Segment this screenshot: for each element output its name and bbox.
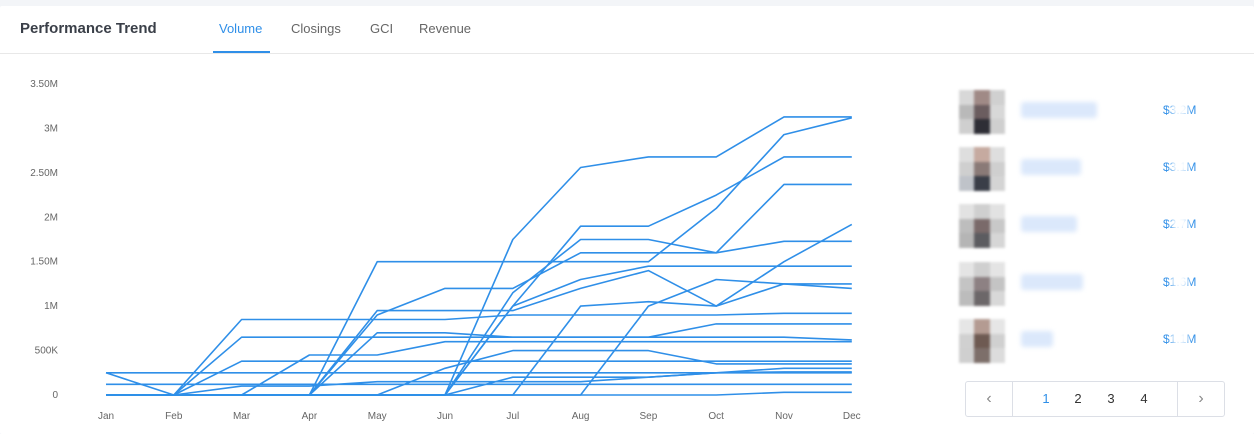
value-redaction — [1171, 101, 1189, 117]
agent-name-redacted — [1021, 159, 1081, 175]
x-tick-label: Apr — [302, 411, 318, 422]
series-line[interactable] — [106, 269, 852, 396]
x-tick-label: Sep — [640, 411, 658, 422]
prev-page-button[interactable]: ‹ — [966, 382, 1013, 416]
active-tab-indicator — [213, 51, 270, 53]
page-1-button[interactable]: 1 — [1042, 391, 1050, 406]
card-title: Performance Trend — [20, 20, 157, 37]
page-3-button[interactable]: 3 — [1107, 391, 1115, 406]
x-tick-label: Mar — [233, 411, 251, 422]
value-redaction — [1171, 215, 1189, 231]
series-line[interactable] — [105, 312, 852, 396]
avatar — [959, 262, 1005, 306]
y-tick-label: 1.50M — [30, 257, 58, 268]
tab-closings[interactable]: Closings — [291, 21, 341, 36]
x-tick-label: Oct — [708, 411, 724, 422]
avatar — [959, 147, 1005, 191]
y-tick-label: 2.50M — [30, 168, 58, 179]
x-tick-label: Nov — [775, 411, 793, 422]
y-tick-label: 3.50M — [30, 79, 58, 90]
series-line[interactable] — [106, 391, 852, 396]
agent-name-redacted — [1021, 102, 1097, 118]
page-2-button[interactable]: 2 — [1074, 391, 1082, 406]
series-line[interactable] — [106, 265, 852, 396]
agent-name-redacted — [1021, 274, 1083, 290]
pagination: ‹ 1 2 3 4 › — [965, 381, 1225, 417]
leaderboard-row[interactable]: $1.6M — [957, 262, 1217, 306]
page-4-button[interactable]: 4 — [1140, 391, 1148, 406]
tab-gci[interactable]: GCI — [370, 21, 394, 36]
leaderboard-row[interactable]: $2.7M — [957, 204, 1217, 248]
series-line[interactable] — [106, 116, 852, 396]
value-redaction — [1171, 330, 1189, 346]
agent-name-redacted — [1021, 331, 1053, 347]
chevron-left-icon: ‹ — [986, 390, 992, 407]
series-line[interactable] — [106, 223, 853, 396]
y-tick-label: 1M — [44, 301, 58, 312]
value-redaction — [1171, 273, 1189, 289]
leaderboard-row[interactable]: $3.2M — [957, 90, 1217, 134]
avatar — [959, 204, 1005, 248]
x-tick-label: Jan — [98, 411, 114, 422]
tab-volume[interactable]: Volume — [219, 21, 263, 36]
y-tick-label: 500K — [35, 346, 59, 357]
series-line[interactable] — [106, 371, 852, 396]
series-line[interactable] — [106, 360, 852, 396]
x-tick-label: Aug — [572, 411, 590, 422]
next-page-button[interactable]: › — [1177, 382, 1224, 416]
x-tick-label: Dec — [843, 411, 861, 422]
performance-card: Performance Trend Volume Closings GCI Re… — [0, 6, 1254, 434]
series-line[interactable] — [106, 323, 852, 396]
value-redaction — [1171, 158, 1189, 174]
avatar — [959, 319, 1005, 363]
y-tick-label: 2M — [44, 212, 58, 223]
agent-name-redacted — [1021, 216, 1077, 232]
x-tick-label: May — [368, 411, 387, 422]
leaderboard-row[interactable]: $1.1M — [957, 319, 1217, 363]
x-tick-label: Jul — [506, 411, 519, 422]
x-tick-label: Feb — [165, 411, 183, 422]
leaderboard-row[interactable]: $3.1M — [957, 147, 1217, 191]
chevron-right-icon: › — [1198, 390, 1204, 407]
card-header: Performance Trend Volume Closings GCI Re… — [0, 6, 1254, 54]
avatar — [959, 90, 1005, 134]
y-tick-label: 0 — [52, 390, 58, 401]
tab-revenue[interactable]: Revenue — [419, 21, 472, 36]
series-line[interactable] — [106, 117, 852, 396]
volume-line-chart: 0 500K 1M 1.50M 2M 2.50M 3M 3.50M Jan Feb Mar Apr Ma… — [30, 79, 861, 422]
y-tick-label: 3M — [44, 123, 58, 134]
x-tick-label: Jun — [437, 411, 453, 422]
